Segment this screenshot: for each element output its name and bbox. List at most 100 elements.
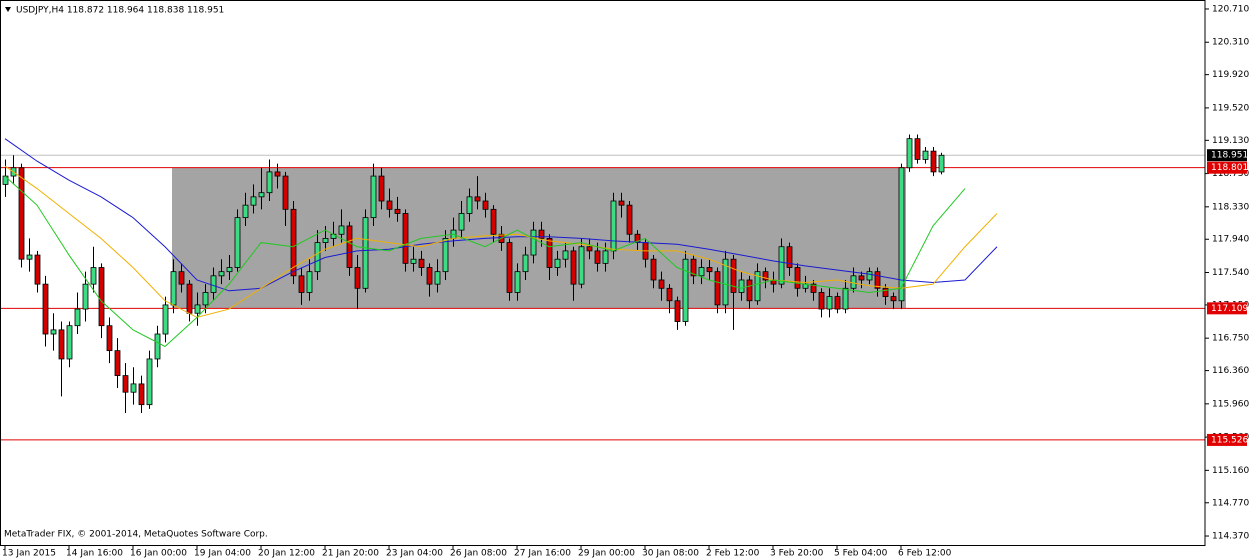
candle-bull: [458, 213, 465, 231]
candle-bull: [842, 287, 849, 310]
candle-bull: [578, 246, 585, 285]
price-box: [1207, 161, 1247, 174]
moving-average: [4, 138, 998, 292]
candle-bear: [714, 271, 721, 306]
watermark: MetaTrader FIX, © 2001-2014, MetaQuotes …: [4, 530, 268, 540]
y-tick-label: 120.310: [1212, 38, 1249, 48]
candle-bull: [906, 138, 913, 169]
candle-bear: [650, 258, 657, 281]
candle-bull: [826, 296, 833, 310]
candle-bear: [858, 275, 865, 281]
price-box-label: 118.801: [1211, 163, 1248, 173]
candle-bull: [466, 196, 473, 214]
candle-bear: [890, 296, 897, 302]
candle-bull: [410, 258, 417, 264]
candle-bull: [250, 196, 257, 206]
candle-bear: [666, 287, 673, 302]
y-tick-label: 119.520: [1212, 103, 1249, 113]
candle-bull: [898, 167, 905, 302]
y-tick-label: 115.960: [1212, 399, 1249, 409]
candle-bull: [130, 383, 137, 393]
candle-bull: [242, 204, 249, 219]
menu-arrow[interactable]: [5, 7, 11, 12]
candle-bear: [570, 250, 577, 285]
candle-bear: [874, 271, 881, 289]
candle-bear: [18, 167, 25, 260]
y-tick-label: 119.920: [1212, 70, 1249, 80]
candle-bear: [298, 275, 305, 293]
candle-bear: [626, 204, 633, 235]
y-tick-label: 115.160: [1212, 466, 1249, 476]
x-tick-label: 21 Jan 20:00: [322, 549, 379, 559]
candle-bear: [706, 267, 713, 273]
candle-bull: [610, 200, 617, 252]
candle-bull: [554, 258, 561, 268]
candle-bear: [818, 292, 825, 310]
y-tick-label: 117.540: [1212, 268, 1249, 278]
candle-bull: [738, 279, 745, 293]
candle-bull: [234, 217, 241, 268]
candle-bull: [562, 250, 569, 260]
candle-bull: [154, 333, 161, 360]
candle-bear: [882, 287, 889, 298]
candle-bear: [58, 329, 65, 360]
candle-bull: [602, 250, 609, 264]
x-tick-label: 16 Jan 00:00: [130, 549, 187, 559]
candle-bull: [74, 308, 81, 327]
candle-bull: [338, 225, 345, 235]
plot-area: [0, 134, 1205, 441]
candle-bear: [490, 208, 497, 235]
candle-bear: [618, 200, 625, 206]
candle-bear: [930, 150, 937, 173]
moving-average: [4, 165, 998, 318]
candle-bear: [794, 267, 801, 289]
candle-bull: [778, 246, 785, 285]
x-tick-label: 23 Jan 04:00: [386, 549, 443, 559]
candle-bull: [266, 171, 273, 194]
candle-bear: [114, 350, 121, 376]
candle-bull: [434, 271, 441, 285]
x-tick-label: 14 Jan 16:00: [66, 549, 123, 559]
candle-bear: [506, 242, 513, 293]
candle-bull: [370, 175, 377, 219]
candle-bull: [26, 254, 33, 260]
candle-bull: [50, 329, 57, 335]
candle-bear: [354, 267, 361, 289]
candle-bear: [730, 258, 737, 293]
candle-bull: [922, 150, 929, 160]
y-tick-label: 117.940: [1212, 235, 1249, 245]
candle-bull: [66, 325, 73, 360]
candle-bull: [226, 267, 233, 273]
candle-bull: [698, 267, 705, 277]
candle-bull: [850, 275, 857, 289]
candle-bear: [186, 283, 193, 314]
x-tick-label: 13 Jan 2015: [2, 549, 56, 559]
candle-bull: [322, 238, 329, 243]
candle-bull: [82, 283, 89, 310]
x-tick-label: 3 Feb 20:00: [770, 549, 824, 559]
price-box: [1207, 302, 1247, 315]
candle-bear: [786, 246, 793, 268]
x-tick-label: 5 Feb 04:00: [834, 549, 888, 559]
candle-bull: [938, 154, 945, 173]
x-tick-label: 19 Jan 04:00: [194, 549, 251, 559]
candle-bear: [402, 213, 409, 264]
candle-bear: [42, 283, 49, 335]
x-tick-label: 6 Feb 12:00: [898, 549, 952, 559]
candle-bear: [746, 279, 753, 302]
candle-bear: [538, 229, 545, 239]
candle-bull: [754, 271, 761, 302]
y-tick-label: 118.730: [1212, 169, 1249, 179]
candle-bear: [282, 175, 289, 210]
candle-bear: [34, 254, 41, 285]
x-tick-label: 29 Jan 00:00: [578, 549, 635, 559]
candle-bear: [546, 238, 553, 268]
candle-bull: [514, 271, 521, 293]
price-box: [1207, 433, 1247, 446]
candle-bear: [594, 250, 601, 264]
x-tick-label: 30 Jan 08:00: [642, 549, 699, 559]
candle-bull: [202, 292, 209, 306]
candle-bull: [2, 175, 9, 185]
candle-bear: [394, 208, 401, 214]
